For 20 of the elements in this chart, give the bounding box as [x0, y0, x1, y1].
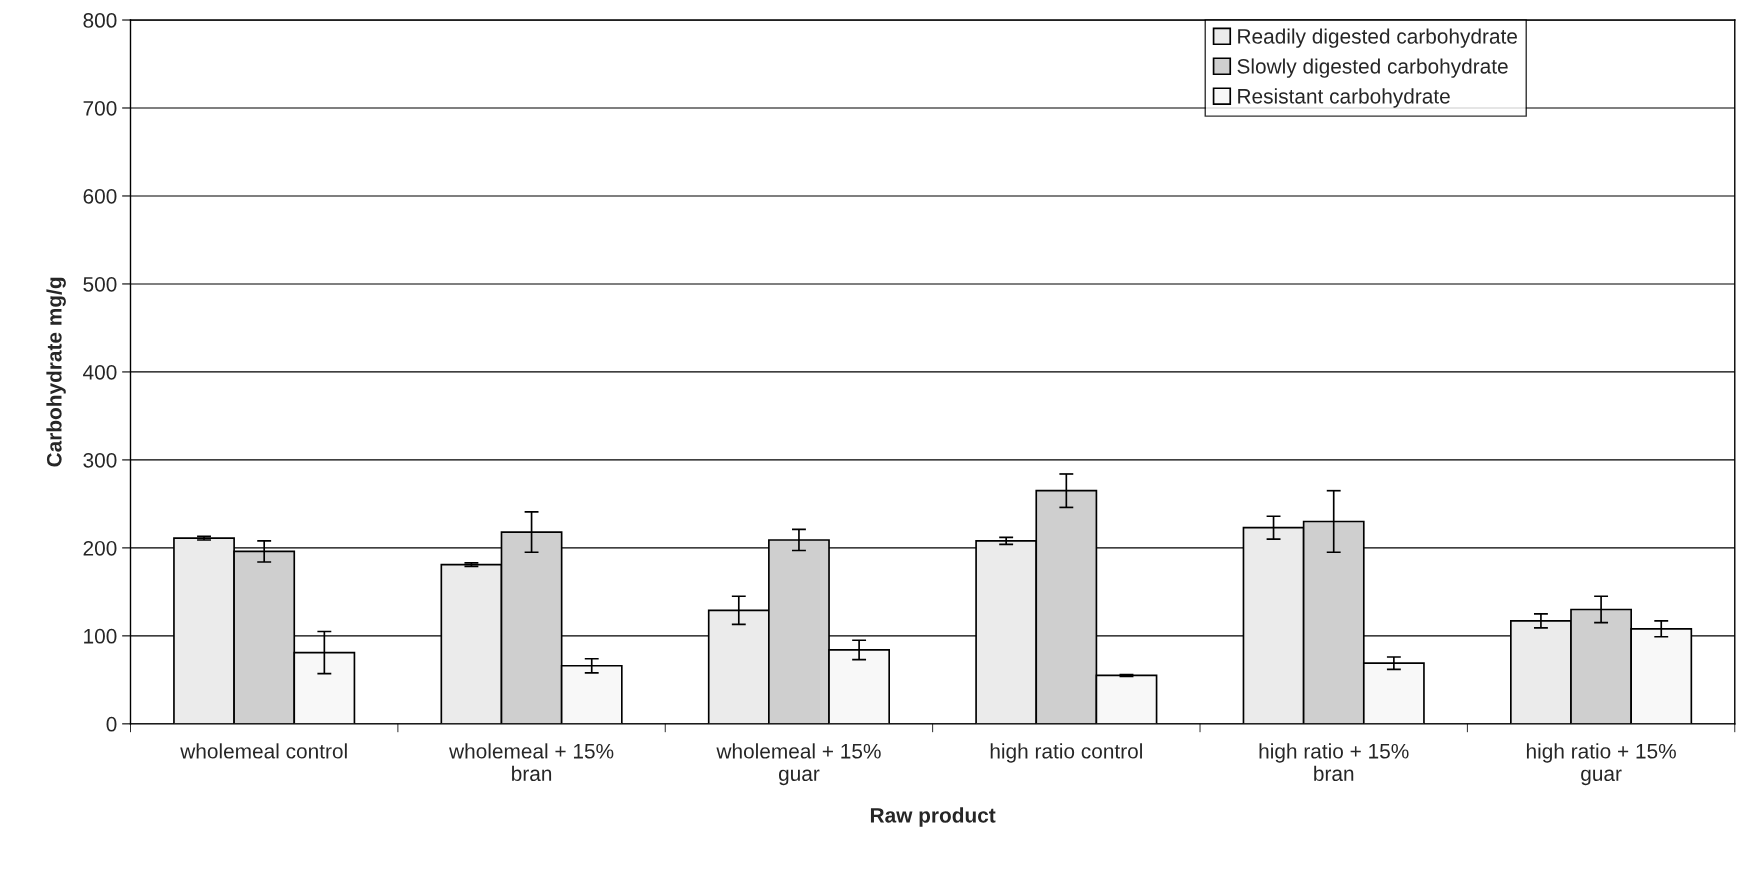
y-tick-label: 800 — [83, 13, 117, 28]
y-tick-label: 500 — [83, 276, 117, 292]
y-tick-label: 400 — [83, 364, 117, 380]
legend-label: Resistant carbohydrate — [1238, 88, 1450, 108]
y-axis-title: Carbohydrate mg/g — [46, 277, 66, 467]
x-axis-title: Raw product — [870, 807, 996, 827]
y-tick-label: 200 — [83, 540, 117, 556]
legend-label: Slowly digested carbohydrate — [1237, 58, 1508, 78]
x-tick-label: wholemeal + 15% guar — [716, 743, 881, 786]
x-tick-label: wholemeal control — [180, 743, 347, 759]
y-tick-label: 300 — [83, 452, 117, 468]
legend-label: Readily digested carbohydrate — [1238, 28, 1517, 48]
x-tick-label: high ratio control — [990, 743, 1142, 763]
y-tick-label: 700 — [83, 100, 117, 116]
x-tick-label: high ratio + 15% guar — [1526, 743, 1676, 786]
x-tick-label: wholemeal + 15% bran — [449, 743, 614, 782]
y-tick-label: 600 — [83, 188, 117, 204]
x-tick-label: high ratio + 15% bran — [1259, 743, 1409, 782]
y-tick-label: 100 — [84, 628, 117, 644]
y-tick-label: 0 — [106, 716, 117, 732]
